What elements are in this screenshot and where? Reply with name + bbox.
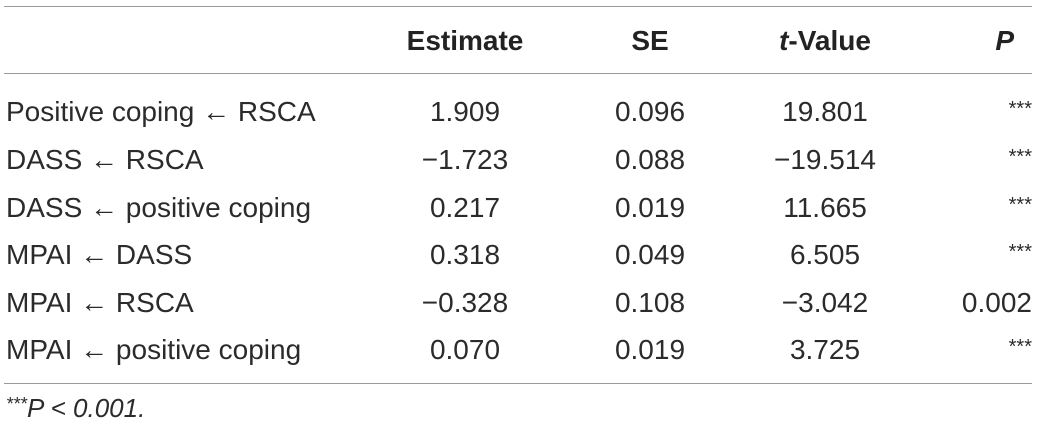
- table-row: MPAI ← positive coping 0.070 0.019 3.725…: [0, 326, 1039, 374]
- table-header-row: Estimate SE t-Value P: [0, 17, 1039, 65]
- table-footnote: ***P < 0.001.: [6, 388, 145, 431]
- footnote-stars: ***: [6, 394, 28, 414]
- row-path: MPAI ← RSCA: [6, 287, 194, 318]
- row-estimate: 1.909: [429, 96, 501, 127]
- row-se: 0.019: [614, 192, 686, 223]
- row-se: 0.019: [614, 334, 686, 365]
- table-row: Positive coping ← RSCA 1.909 0.096 19.80…: [0, 88, 1039, 136]
- header-estimate: Estimate: [406, 25, 524, 56]
- row-t-value: −3.042: [781, 287, 869, 318]
- header-t-value: t-Value: [745, 17, 905, 65]
- row-path: MPAI ← positive coping: [6, 334, 302, 365]
- table-top-rule: [4, 6, 1032, 7]
- row-t-value: −19.514: [774, 144, 876, 175]
- row-estimate: 0.217: [429, 192, 501, 223]
- row-path: DASS ← positive coping: [6, 192, 312, 223]
- row-p: ***: [950, 326, 1032, 377]
- table-row: DASS ← positive coping 0.217 0.019 11.66…: [0, 184, 1039, 232]
- row-p: ***: [950, 136, 1032, 187]
- header-t-suffix: -Value: [788, 25, 871, 56]
- row-estimate: −0.328: [421, 287, 509, 318]
- row-estimate: 0.318: [429, 239, 501, 270]
- row-p-value: ***: [1008, 146, 1032, 168]
- row-path: Positive coping ← RSCA: [6, 96, 316, 127]
- footnote-text: P < 0.001.: [27, 393, 146, 423]
- table-header-rule: [4, 73, 1032, 74]
- row-p: ***: [950, 184, 1032, 235]
- row-estimate: −1.723: [421, 144, 509, 175]
- row-p-value: ***: [1008, 194, 1032, 216]
- row-se: 0.088: [614, 144, 686, 175]
- row-path: DASS ← RSCA: [6, 144, 204, 175]
- row-p: ***: [950, 88, 1032, 139]
- row-p: ***: [950, 231, 1032, 282]
- row-p-value: 0.002: [961, 287, 1032, 318]
- table-row: MPAI ← RSCA −0.328 0.108 −3.042 0.002: [0, 279, 1039, 327]
- row-t-value: 11.665: [783, 192, 867, 223]
- row-t-value: 19.801: [782, 96, 868, 127]
- header-t-italic: t: [779, 25, 789, 56]
- row-p-value: ***: [1008, 98, 1032, 120]
- header-p: P: [995, 25, 1014, 56]
- header-se: SE: [631, 25, 669, 56]
- row-se: 0.108: [614, 287, 686, 318]
- row-se: 0.049: [614, 239, 686, 270]
- row-p: 0.002: [950, 279, 1032, 327]
- row-p-value: ***: [1008, 241, 1032, 263]
- row-estimate: 0.070: [429, 334, 501, 365]
- row-t-value: 6.505: [789, 239, 861, 270]
- table-row: MPAI ← DASS 0.318 0.049 6.505 ***: [0, 231, 1039, 279]
- row-t-value: 3.725: [789, 334, 861, 365]
- row-p-value: ***: [1008, 336, 1032, 358]
- row-se: 0.096: [614, 96, 686, 127]
- row-path: MPAI ← DASS: [6, 239, 193, 270]
- table-bottom-rule: [4, 383, 1032, 384]
- table-row: DASS ← RSCA −1.723 0.088 −19.514 ***: [0, 136, 1039, 184]
